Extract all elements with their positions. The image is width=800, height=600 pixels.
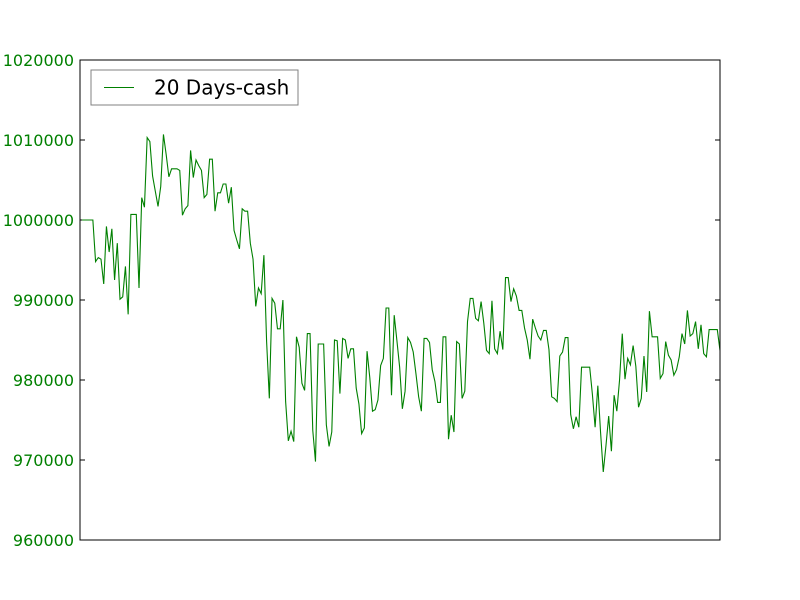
series-line-20-days-cash <box>82 134 721 473</box>
y-tick-label: 1020000 <box>3 51 74 70</box>
y-axis: 960000 970000 980000 990000 1000000 1010000 10… <box>3 51 720 550</box>
y-tick-label: 960000 <box>13 531 74 550</box>
y-tick-label: 980000 <box>13 371 74 390</box>
legend-label: 20 Days-cash <box>154 76 289 100</box>
y-tick-label: 1010000 <box>3 131 74 150</box>
series-layer <box>82 134 721 473</box>
plot-area-frame <box>79 59 721 541</box>
y-tick-label: 990000 <box>13 291 74 310</box>
y-tick-label: 1000000 <box>3 211 74 230</box>
y-tick-label: 970000 <box>13 451 74 470</box>
legend: 20 Days-cash <box>90 69 299 106</box>
